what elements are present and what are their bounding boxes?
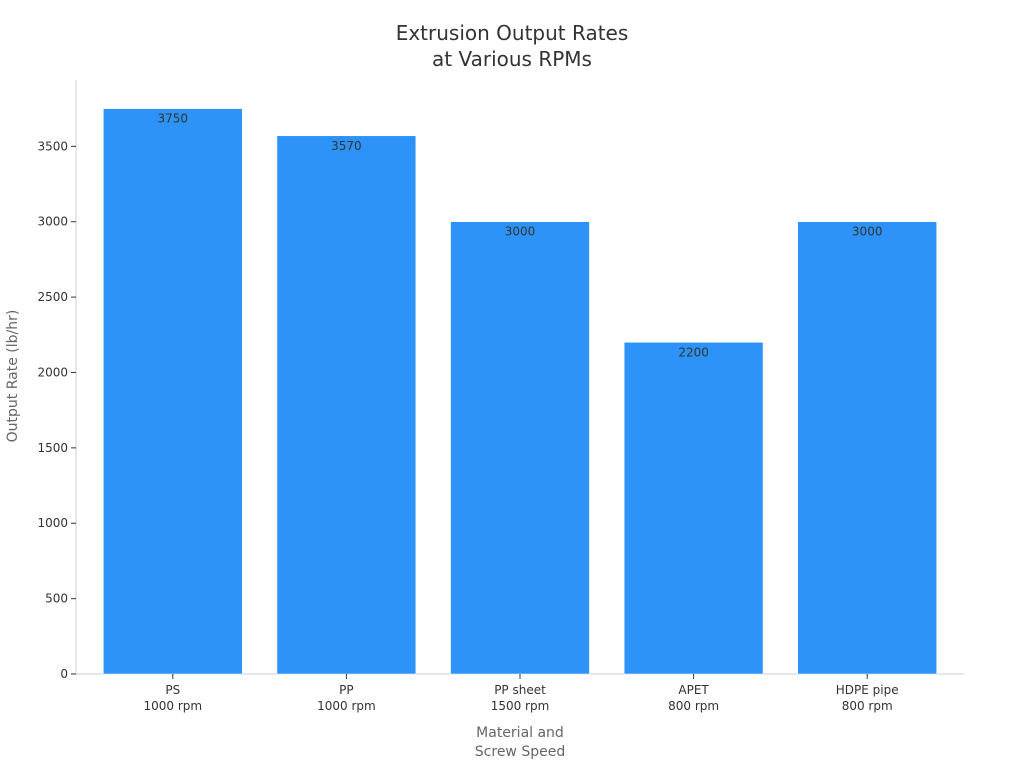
- x-tick-label: 1000 rpm: [144, 699, 203, 713]
- x-tick-label: APET: [678, 683, 709, 697]
- x-axis-label-line-1: Material and: [476, 725, 564, 741]
- bar-value-label: 3750: [158, 112, 189, 126]
- x-tick-label: 800 rpm: [668, 699, 719, 713]
- x-tick-label: 800 rpm: [842, 699, 893, 713]
- data-labels-group: 3750 3570 3000 2200 3000: [158, 112, 883, 360]
- x-axis-title: Material and Screw Speed: [475, 725, 565, 760]
- y-tick-label: 2000: [37, 365, 68, 379]
- x-tick-label: 1500 rpm: [491, 699, 550, 713]
- y-axis-label: Output Rate (lb/hr): [5, 310, 21, 443]
- bars-group: [103, 108, 937, 675]
- x-tick-label: 1000 rpm: [317, 699, 376, 713]
- chart-title-line-2: at Various RPMs: [432, 47, 592, 71]
- bar-value-label: 2200: [678, 345, 709, 359]
- bar: [623, 342, 764, 675]
- y-tick-label: 500: [45, 592, 68, 606]
- bar: [276, 135, 417, 675]
- y-tick-label: 1000: [37, 516, 68, 530]
- y-tick-label: 3000: [37, 215, 68, 229]
- x-axis-label-line-2: Screw Speed: [475, 744, 565, 760]
- bar: [103, 108, 243, 675]
- bar-value-label: 3000: [505, 225, 536, 239]
- y-tick-label: 2500: [37, 290, 68, 304]
- x-tick-label: HDPE pipe: [836, 683, 899, 697]
- chart-title-line-1: Extrusion Output Rates: [396, 21, 629, 45]
- y-axis-title: Output Rate (lb/hr): [5, 310, 21, 443]
- bar: [450, 221, 590, 675]
- x-axis-ticks: PS 1000 rpm PP 1000 rpm PP sheet 1500 rpm APET…: [144, 674, 899, 713]
- bar-value-label: 3570: [331, 139, 362, 153]
- y-tick-label: 3500: [37, 139, 68, 153]
- chart-title: Extrusion Output Rates at Various RPMs: [396, 21, 629, 71]
- x-tick-label: PP sheet: [494, 683, 546, 697]
- x-tick-label: PP: [339, 683, 353, 697]
- x-tick-label: PS: [165, 683, 180, 697]
- y-axis-ticks: 0 500 1000 1500 2000 2500 3000 3500: [37, 139, 76, 681]
- y-tick-label: 0: [60, 667, 68, 681]
- bar: [797, 221, 937, 675]
- bar-value-label: 3000: [852, 225, 883, 239]
- y-tick-label: 1500: [37, 441, 68, 455]
